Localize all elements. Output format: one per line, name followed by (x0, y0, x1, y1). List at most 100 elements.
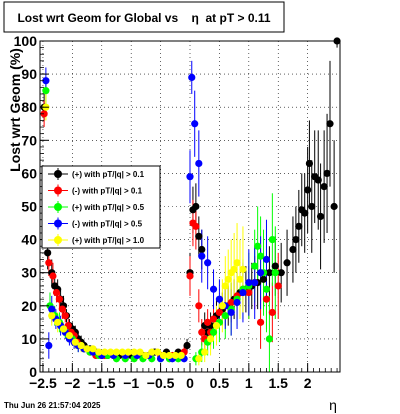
legend-label-4: (+) with pT/|q| > 1.0 (72, 236, 145, 245)
data-point-s4-p5 (71, 338, 79, 346)
data-point-s1-p1 (45, 259, 53, 267)
data-point-s3-p33 (256, 269, 265, 277)
data-point-s0-p52 (305, 159, 314, 168)
data-point-s4-p14 (124, 348, 132, 356)
data-point-s4-p11 (106, 348, 115, 356)
y-axis-label: Lost wrt Geom (%) (7, 48, 23, 172)
y-tick-label-1: 10 (21, 331, 37, 347)
data-point-s4-p33 (233, 259, 241, 267)
data-point-s3-p21 (191, 120, 199, 128)
data-point-s3-p2 (48, 305, 56, 313)
data-point-s4-p10 (101, 348, 109, 356)
data-point-s4-p24 (195, 355, 203, 363)
data-point-s4-p18 (148, 348, 156, 356)
data-point-s2-p25 (221, 312, 229, 320)
chart-title: Lost wrt Geom for Global vs η at pT > 0.… (17, 11, 270, 25)
data-point-s4-p2 (54, 318, 62, 326)
data-point-s4-p23 (177, 351, 185, 360)
data-point-s4-p8 (89, 345, 97, 353)
data-point-s4-p28 (218, 302, 226, 310)
data-point-s4-p35 (239, 265, 247, 273)
data-point-s3-p26 (215, 295, 224, 303)
legend-label-0: (+) with pT/|q| > 0.1 (72, 170, 145, 179)
data-point-s3-p20 (188, 73, 196, 82)
data-point-s4-p1 (48, 312, 56, 320)
x-tick-label-9: 2 (304, 375, 312, 391)
data-point-s1-p34 (227, 298, 235, 307)
data-point-s1-p37 (245, 288, 253, 297)
data-point-s2-p30 (251, 262, 259, 270)
data-point-s2-p31 (254, 242, 262, 250)
data-point-s3-p32 (251, 279, 259, 287)
data-point-s1-p6 (61, 312, 69, 320)
legend-label-3: (-) with pT/|q| > 0.5 (72, 220, 143, 229)
data-markers (40, 37, 341, 363)
data-point-s0-p28 (195, 232, 203, 240)
data-point-s1-p31 (209, 315, 218, 323)
data-point-s4-p12 (112, 348, 121, 356)
data-point-s4-p32 (230, 265, 238, 273)
data-point-s4-p4 (65, 331, 74, 340)
data-point-s0-p24 (183, 341, 191, 350)
data-point-s1-p23 (186, 272, 194, 280)
data-point-s4-p29 (221, 282, 229, 290)
data-point-s0-p46 (289, 245, 297, 254)
data-point-s4-p25 (201, 348, 209, 356)
legend-marker-1 (54, 186, 62, 195)
data-point-s2-p36 (268, 236, 276, 244)
data-point-s0-p55 (314, 176, 322, 184)
data-point-s3-p30 (239, 288, 247, 297)
data-point-s4-p27 (212, 322, 221, 330)
data-point-s1-p32 (215, 308, 224, 317)
x-tick-label-6: 0.5 (210, 375, 230, 391)
data-point-s4-p13 (118, 348, 126, 356)
data-point-s4-p26 (206, 335, 215, 343)
data-point-s0-p53 (308, 202, 316, 211)
x-tick-label-5: 0 (186, 375, 194, 391)
data-point-s0-p44 (277, 269, 285, 277)
x-axis-label: η (329, 397, 337, 413)
y-tick-label-5: 50 (21, 199, 37, 215)
data-point-s1-p26 (195, 302, 203, 310)
data-point-s3-p23 (198, 252, 206, 260)
data-point-s0-p58 (323, 169, 331, 177)
data-point-s4-p17 (142, 351, 150, 360)
data-point-s3-p28 (227, 308, 235, 317)
data-point-s1-p42 (274, 282, 282, 290)
title-box: Lost wrt Geom for Global vs η at pT > 0.… (3, 1, 285, 33)
y-tick-label-6: 60 (21, 165, 37, 181)
data-point-s2-p35 (265, 335, 274, 343)
data-point-s1-p5 (58, 305, 66, 313)
data-point-s4-p9 (95, 348, 103, 356)
data-point-s0-p50 (301, 209, 309, 217)
x-tick-label-1: −2 (64, 375, 80, 391)
data-point-s4-p30 (224, 275, 232, 283)
timestamp: Thu Jun 26 21:57:04 2025 (4, 401, 101, 410)
data-point-s0-p27 (192, 202, 200, 211)
data-point-s1-p3 (52, 288, 61, 297)
legend: (+) with pT/|q| > 0.1 (-) with pT/|q| > 0… (41, 165, 161, 249)
data-point-s4-p20 (159, 351, 168, 360)
data-point-s3-p34 (262, 255, 271, 264)
data-point-s4-p15 (130, 348, 138, 356)
data-point-s2-p37 (271, 269, 279, 277)
data-point-s4-p22 (171, 351, 179, 360)
data-point-s4-p34 (236, 275, 244, 283)
data-point-s0-p47 (292, 236, 300, 244)
data-point-s0-p56 (316, 212, 325, 221)
x-tick-label-7: 1 (245, 375, 253, 391)
data-point-s0-p1 (44, 249, 52, 257)
data-point-s0-p45 (283, 259, 291, 267)
data-point-s0-p59 (326, 120, 334, 128)
data-point-s1-p25 (192, 222, 200, 230)
data-point-s2-p23 (209, 328, 218, 336)
legend-label-2: (+) with pT/|q| > 0.5 (72, 203, 145, 212)
x-tick-label-8: 1.5 (269, 375, 289, 391)
data-point-s2-p0 (42, 87, 50, 95)
x-tick-label-3: −1 (123, 375, 139, 391)
data-point-s3-p29 (233, 298, 241, 307)
data-point-s4-p3 (59, 325, 68, 333)
data-point-s1-p29 (204, 318, 212, 326)
data-point-s1-p39 (256, 318, 265, 326)
